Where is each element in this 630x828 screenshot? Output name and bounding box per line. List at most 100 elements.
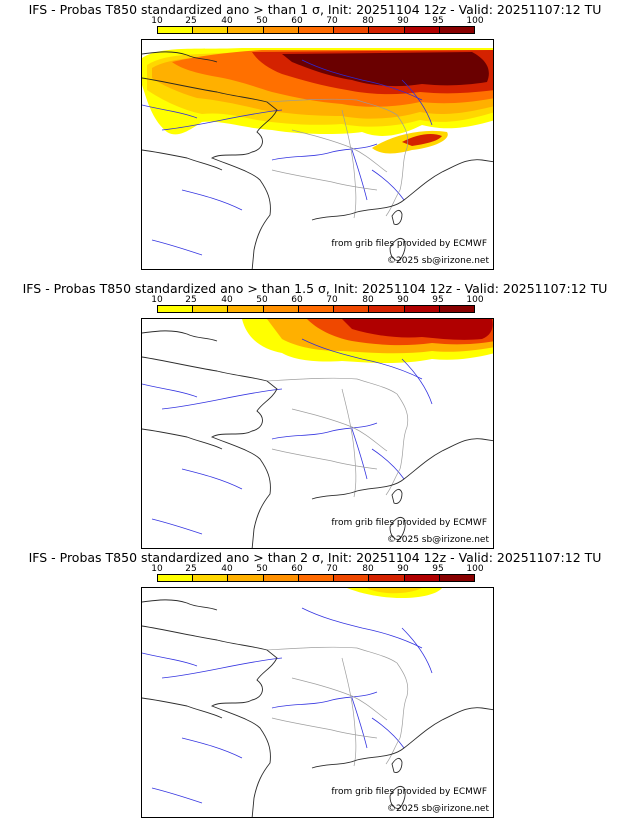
legend-color-swatch — [369, 27, 405, 33]
panel-3: IFS - Probas T850 standardized ano > tha… — [0, 550, 630, 826]
legend-color-swatch — [404, 575, 440, 581]
legend-color-swatch — [263, 575, 299, 581]
legend-color-swatch — [439, 575, 474, 581]
coastline — [142, 77, 278, 269]
admin-border-line — [341, 388, 357, 498]
river-line — [271, 143, 378, 161]
legend-color-swatch — [193, 306, 229, 312]
prob-area-25 — [367, 588, 422, 594]
admin-border-line — [271, 717, 378, 739]
admin-border-line — [271, 448, 378, 470]
legend-tick-label: 10 — [151, 16, 163, 26]
coastline — [142, 599, 218, 611]
panel-1: IFS - Probas T850 standardized ano > tha… — [0, 2, 630, 278]
admin-border-line — [291, 129, 388, 173]
legend-tick-label: 70 — [326, 295, 338, 305]
legend-color-bar — [157, 26, 475, 34]
river-line — [271, 422, 378, 440]
credit-copyright: ©2025 sb@irizone.net — [387, 535, 489, 545]
coastline — [142, 356, 278, 548]
river-line — [142, 652, 198, 667]
credit-source: from grib files provided by ECMWF — [331, 518, 487, 528]
legend-color-swatch — [369, 306, 405, 312]
river-line — [351, 428, 368, 480]
credit-copyright: ©2025 sb@irizone.net — [387, 256, 489, 266]
river-line — [142, 383, 198, 398]
coastline — [311, 707, 493, 769]
legend-tick-label: 25 — [185, 16, 197, 26]
panel-title: IFS - Probas T850 standardized ano > tha… — [22, 281, 608, 296]
river-line — [401, 627, 433, 674]
river-line — [142, 104, 198, 119]
legend-tick-label: 50 — [256, 295, 268, 305]
river-line — [181, 737, 243, 759]
legend-tick-label: 95 — [432, 295, 444, 305]
coastline — [142, 697, 223, 719]
prob-area-alps-core — [402, 134, 442, 146]
coastline — [142, 51, 218, 63]
river-line — [181, 468, 243, 490]
legend-tick-label: 10 — [151, 295, 163, 305]
river-line — [401, 358, 433, 405]
legend-tick-label: 90 — [397, 564, 409, 574]
legend-color-swatch — [263, 27, 299, 33]
river-line — [161, 657, 283, 679]
legend-tick-label: 60 — [291, 564, 303, 574]
legend-color-swatch — [228, 306, 264, 312]
coastline — [311, 159, 493, 221]
legend-color-swatch — [334, 27, 370, 33]
admin-border-line — [341, 657, 357, 767]
river-line — [151, 239, 203, 256]
coastline — [142, 428, 223, 450]
legend-color-swatch — [334, 306, 370, 312]
legend-color-bar — [157, 305, 475, 313]
admin-border-line — [341, 109, 357, 219]
legend-color-swatch — [404, 27, 440, 33]
river-line — [371, 717, 405, 749]
legend-tick-label: 60 — [291, 16, 303, 26]
credit-source: from grib files provided by ECMWF — [331, 239, 487, 249]
river-line — [301, 338, 423, 380]
legend-tick-label: 50 — [256, 564, 268, 574]
legend-tick-label: 40 — [221, 16, 233, 26]
map-graphic — [142, 48, 493, 269]
legend-color-swatch — [263, 306, 299, 312]
legend-color-swatch — [439, 306, 474, 312]
admin-border-line — [266, 646, 409, 765]
coastline — [389, 785, 406, 809]
probability-map: from grib files provided by ECMWF ©2025 … — [141, 318, 494, 549]
legend-color-swatch — [158, 306, 194, 312]
probability-map: from grib files provided by ECMWF ©2025 … — [141, 39, 494, 270]
panel-title: IFS - Probas T850 standardized ano > tha… — [28, 550, 602, 565]
legend-color-swatch — [439, 27, 474, 33]
legend-tick-label: 80 — [362, 295, 374, 305]
legend-color-swatch — [334, 575, 370, 581]
legend-tick-label: 80 — [362, 16, 374, 26]
river-line — [351, 149, 368, 201]
legend-tick-label: 90 — [397, 16, 409, 26]
river-line — [301, 607, 423, 649]
legend-tick-label: 95 — [432, 564, 444, 574]
legend-tick-label: 90 — [397, 295, 409, 305]
river-line — [181, 189, 243, 211]
legend-tick-label: 25 — [185, 295, 197, 305]
legend-ticks: 10 25 40 50 60 70 80 90 95 100 — [150, 564, 490, 574]
legend-tick-label: 60 — [291, 295, 303, 305]
river-line — [351, 697, 368, 749]
coastline — [391, 209, 403, 225]
legend-tick-label: 70 — [326, 16, 338, 26]
legend-color-swatch — [193, 27, 229, 33]
legend-color-bar — [157, 574, 475, 582]
river-line — [151, 518, 203, 535]
legend-color-swatch — [298, 575, 335, 581]
legend-color-swatch — [193, 575, 229, 581]
legend-color-swatch — [298, 27, 335, 33]
legend-tick-label: 100 — [466, 564, 484, 574]
coastline — [142, 149, 223, 171]
river-line — [151, 787, 203, 804]
legend-color-swatch — [404, 306, 440, 312]
coastline — [389, 516, 406, 540]
legend-tick-label: 80 — [362, 564, 374, 574]
river-line — [271, 691, 378, 709]
legend-ticks: 10 25 40 50 60 70 80 90 95 100 — [150, 295, 490, 305]
